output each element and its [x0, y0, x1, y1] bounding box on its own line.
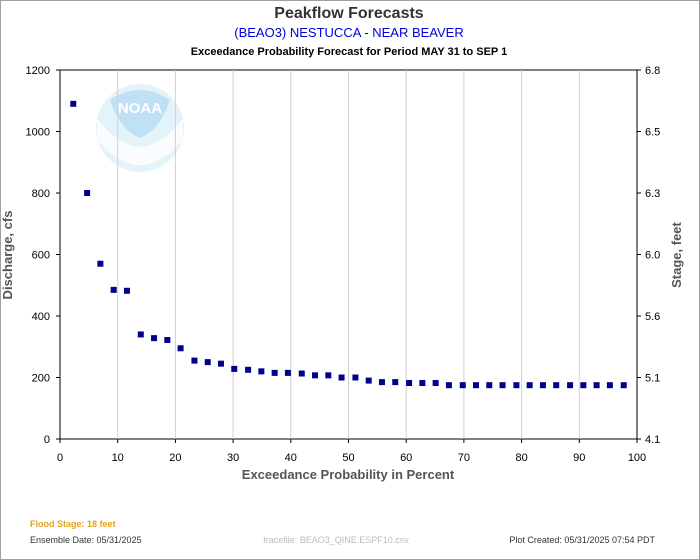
data-point [204, 359, 211, 366]
data-points [70, 100, 627, 389]
station-name: (BEAO3) NESTUCCA - NEAR BEAVER [234, 25, 463, 40]
data-point [245, 366, 252, 373]
data-point [473, 382, 480, 389]
data-point [258, 368, 265, 375]
data-point [284, 369, 291, 376]
data-point [191, 357, 198, 364]
x-tick-label: 80 [515, 452, 527, 464]
data-point [620, 382, 627, 389]
x-tick-label: 90 [573, 452, 585, 464]
ensemble-date: Ensemble Date: 05/31/2025 [30, 535, 142, 545]
data-point [432, 380, 439, 387]
y2-tick-label: 6.0 [645, 250, 660, 262]
data-point [137, 331, 144, 338]
y2-tick-label: 5.6 [645, 311, 660, 323]
tracefile: tracefile: BEAO3_QINE.ESPF10.csv [263, 535, 409, 545]
y2-tick-label: 6.8 [645, 65, 660, 77]
data-point [580, 382, 587, 389]
y-tick-label: 400 [32, 311, 50, 323]
plot-created: Plot Created: 05/31/2025 07:54 PDT [509, 535, 655, 545]
data-point [526, 382, 533, 389]
data-point [378, 379, 385, 386]
data-point [365, 377, 372, 384]
y-tick-label: 1200 [26, 65, 50, 77]
y-axis-ticks: 0 200 400 600 800 1000 1200 [26, 65, 60, 446]
y2-tick-label: 6.3 [645, 188, 660, 200]
y2-axis-ticks: 4.1 5.1 5.6 6.0 6.3 6.5 6.8 [637, 65, 660, 446]
data-point [406, 380, 413, 387]
data-point [539, 382, 546, 389]
data-point [567, 382, 574, 389]
data-point [151, 335, 158, 342]
y-tick-label: 1000 [26, 127, 50, 139]
data-point [445, 382, 452, 389]
data-point [70, 100, 77, 107]
data-point [513, 382, 520, 389]
data-point [419, 380, 426, 387]
x-tick-label: 40 [285, 452, 297, 464]
y2-tick-label: 6.5 [645, 127, 660, 139]
data-point [164, 336, 171, 343]
x-tick-label: 20 [169, 452, 181, 464]
grid-lines [117, 70, 580, 439]
data-point [606, 382, 613, 389]
data-point [123, 287, 130, 294]
data-point [593, 382, 600, 389]
x-axis-label: Exceedance Probability in Percent [242, 467, 455, 482]
data-point [84, 190, 91, 196]
data-point [486, 382, 493, 389]
data-point [177, 345, 184, 352]
data-point [338, 374, 345, 381]
x-tick-label: 10 [112, 452, 124, 464]
data-point [553, 382, 560, 389]
data-point [97, 260, 104, 267]
data-point [459, 382, 466, 389]
data-point [271, 369, 278, 376]
x-tick-label: 60 [400, 452, 412, 464]
data-point [392, 379, 399, 386]
y-tick-label: 800 [32, 188, 50, 200]
data-point [352, 374, 359, 381]
y2-axis-label: Stage, feet [669, 221, 684, 287]
data-point [110, 286, 117, 293]
x-tick-label: 100 [628, 452, 646, 464]
chart-title: Peakflow Forecasts [274, 5, 424, 22]
y-axis-label: Discharge, cfs [0, 211, 15, 300]
data-point [325, 372, 332, 379]
data-point [312, 372, 319, 379]
y-tick-label: 0 [44, 434, 50, 446]
data-point [499, 382, 506, 389]
y2-tick-label: 4.1 [645, 434, 660, 446]
x-tick-label: 0 [57, 452, 63, 464]
y2-tick-label: 5.1 [645, 373, 660, 385]
data-point [217, 360, 224, 367]
data-point [231, 365, 238, 372]
x-tick-label: 50 [342, 452, 354, 464]
x-tick-label: 70 [458, 452, 470, 464]
x-tick-label: 30 [227, 452, 239, 464]
x-axis-ticks: 0 10 20 30 40 50 60 70 80 90 100 [57, 439, 646, 464]
noaa-logo-text: NOAA [118, 100, 162, 117]
y-tick-label: 200 [32, 373, 50, 385]
noaa-logo: NOAA [96, 84, 184, 172]
y-tick-label: 600 [32, 250, 50, 262]
flood-stage: Flood Stage: 18 feet [30, 519, 116, 529]
data-point [298, 370, 305, 377]
forecast-period: Exceedance Probability Forecast for Peri… [191, 46, 507, 58]
